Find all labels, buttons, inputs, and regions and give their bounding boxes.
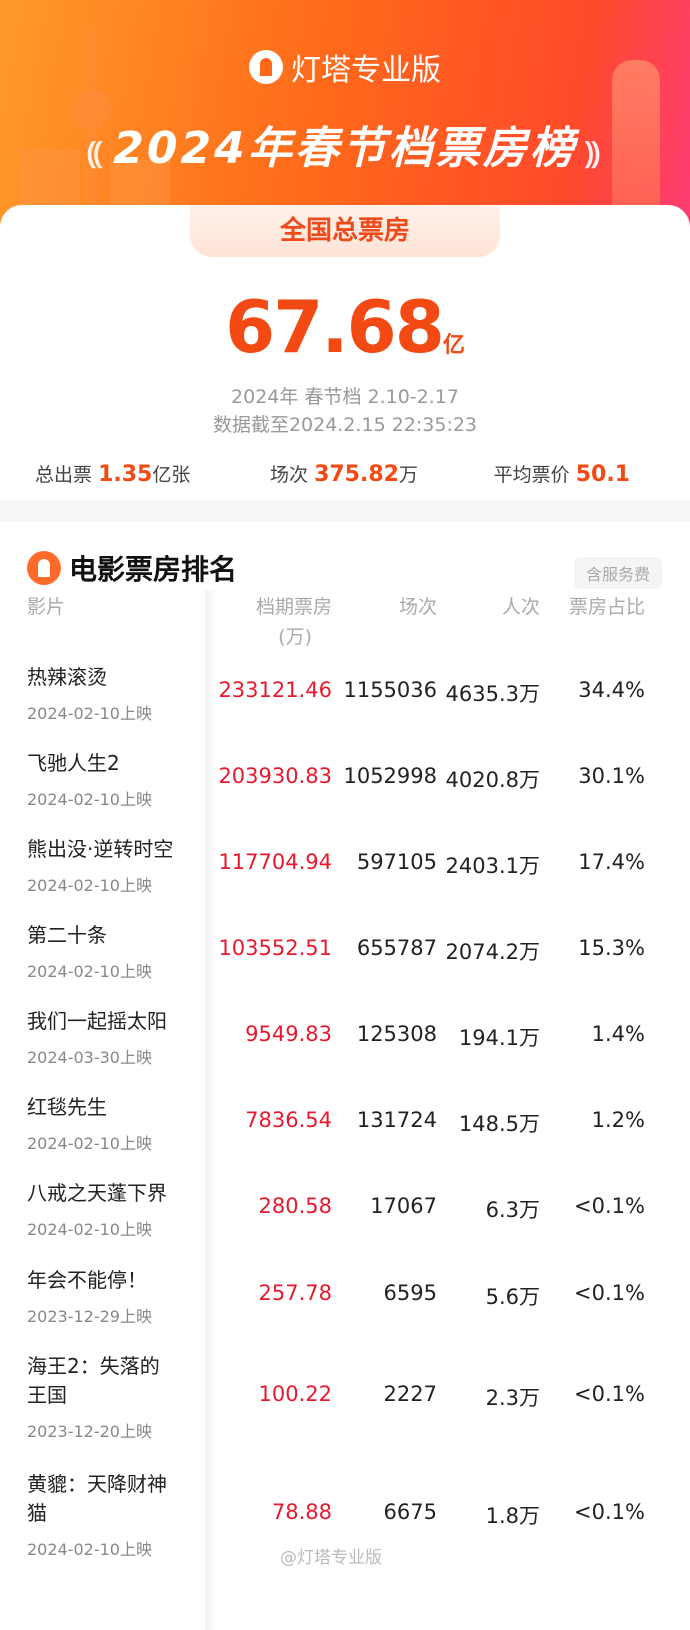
share: 30.1% bbox=[578, 764, 645, 788]
column-shadow bbox=[205, 590, 217, 1630]
people: 1.8万 bbox=[485, 1504, 540, 1528]
col-share[interactable]: 票房占比 bbox=[568, 596, 645, 618]
share: 1.4% bbox=[591, 1022, 645, 1046]
film-name: 熊出没·逆转时空 bbox=[27, 837, 174, 861]
laurel-left-icon: ⸨ bbox=[87, 136, 106, 171]
release-date: 2024-02-10上映 bbox=[27, 790, 152, 809]
divider bbox=[0, 500, 690, 522]
section-title-text: 电影票房排名 bbox=[69, 553, 238, 586]
laurel-right-icon: ⸩ bbox=[584, 136, 603, 171]
col-film: 影片 bbox=[27, 596, 66, 618]
col-box-office-unit: (万) bbox=[278, 626, 312, 648]
people: 194.1万 bbox=[458, 1026, 540, 1050]
lighthouse-logo-icon bbox=[27, 551, 61, 585]
people: 2.3万 bbox=[485, 1386, 540, 1410]
release-date: 2024-02-10上映 bbox=[27, 1134, 152, 1153]
share: 15.3% bbox=[578, 936, 645, 960]
share: 1.2% bbox=[591, 1108, 645, 1132]
shows: 1155036 bbox=[343, 678, 437, 702]
box-office: 203930.83 bbox=[218, 764, 332, 788]
shows: 597105 bbox=[356, 850, 437, 874]
stat-tickets: 总出票 1.35亿张 bbox=[35, 462, 191, 487]
shows: 6595 bbox=[383, 1281, 437, 1305]
col-box-office[interactable]: 档期票房 bbox=[255, 596, 332, 618]
city-tower-illustration bbox=[71, 30, 111, 260]
release-date: 2023-12-20上映 bbox=[27, 1422, 152, 1441]
shows: 6675 bbox=[383, 1500, 437, 1524]
share: 34.4% bbox=[578, 678, 645, 702]
film-name: 海王2：失落的王国 bbox=[27, 1354, 160, 1407]
people: 2403.1万 bbox=[445, 854, 540, 878]
shows: 125308 bbox=[356, 1022, 437, 1046]
people: 2074.2万 bbox=[445, 940, 540, 964]
people: 4020.8万 bbox=[445, 768, 540, 792]
film-name: 八戒之天蓬下界 bbox=[27, 1181, 167, 1205]
people: 5.6万 bbox=[485, 1285, 540, 1309]
tab-national-box-office: 全国总票房 bbox=[190, 205, 500, 257]
service-fee-badge[interactable]: 含服务费 bbox=[573, 557, 662, 589]
table-header: 影片 档期票房 (万) 场次 人次 票房占比 bbox=[0, 592, 690, 652]
box-office: 78.88 bbox=[271, 1500, 332, 1524]
release-date: 2024-02-10上映 bbox=[27, 704, 152, 723]
film-name: 热辣滚烫 bbox=[27, 665, 107, 689]
total-unit: 亿 bbox=[442, 333, 465, 358]
box-office: 257.78 bbox=[258, 1281, 332, 1305]
box-office: 103552.51 bbox=[218, 936, 332, 960]
col-people[interactable]: 人次 bbox=[501, 596, 540, 618]
updated-time: 数据截至2024.2.15 22:35:23 bbox=[212, 414, 478, 436]
stat-avg-price: 平均票价 50.1 bbox=[493, 462, 630, 487]
people: 6.3万 bbox=[485, 1198, 540, 1222]
brand-name: 灯塔专业版 bbox=[291, 53, 441, 88]
film-name: 年会不能停！ bbox=[27, 1268, 147, 1292]
release-date: 2024-02-10上映 bbox=[27, 1540, 152, 1559]
release-date: 2024-03-30上映 bbox=[27, 1048, 152, 1067]
title-text: 2024年春节档票房榜 bbox=[113, 123, 577, 174]
col-shows[interactable]: 场次 bbox=[398, 596, 437, 618]
box-office: 117704.94 bbox=[218, 850, 332, 874]
section-title: 电影票房排名 bbox=[27, 548, 237, 588]
period: 2024年 春节档 2.10-2.17 bbox=[231, 386, 459, 408]
film-name: 红毯先生 bbox=[27, 1095, 107, 1119]
share: <0.1% bbox=[574, 1382, 645, 1406]
total-value: 67.68 bbox=[225, 285, 445, 369]
share: 17.4% bbox=[578, 850, 645, 874]
box-office: 9549.83 bbox=[245, 1022, 332, 1046]
people: 148.5万 bbox=[458, 1112, 540, 1136]
release-date: 2024-02-10上映 bbox=[27, 962, 152, 981]
box-office: 233121.46 bbox=[218, 678, 332, 702]
total-box-office: 67.68亿 bbox=[0, 285, 690, 369]
share: <0.1% bbox=[574, 1281, 645, 1305]
watermark: @灯塔专业版 bbox=[280, 1548, 382, 1568]
brand: 灯塔专业版 bbox=[0, 45, 690, 89]
box-office: 100.22 bbox=[258, 1382, 332, 1406]
shows: 655787 bbox=[356, 936, 437, 960]
film-name: 第二十条 bbox=[27, 923, 107, 947]
box-office: 280.58 bbox=[258, 1194, 332, 1218]
film-name: 黄貔：天降财神猫 bbox=[27, 1472, 167, 1525]
release-date: 2024-02-10上映 bbox=[27, 876, 152, 895]
box-office: 7836.54 bbox=[245, 1108, 332, 1132]
stat-shows: 场次 375.82万 bbox=[270, 462, 418, 487]
share: <0.1% bbox=[574, 1500, 645, 1524]
people: 4635.3万 bbox=[445, 682, 540, 706]
shows: 1052998 bbox=[343, 764, 437, 788]
film-name: 飞驰人生2 bbox=[27, 751, 120, 775]
summary-card: 全国总票房 67.68亿 2024年 春节档 2.10-2.17 数据截至202… bbox=[0, 205, 690, 505]
release-date: 2023-12-29上映 bbox=[27, 1307, 152, 1326]
page-title: ⸨ 2024年春节档票房榜 ⸩ bbox=[0, 112, 690, 176]
shows: 131724 bbox=[356, 1108, 437, 1132]
film-name: 我们一起摇太阳 bbox=[27, 1009, 167, 1033]
lighthouse-logo-icon bbox=[249, 50, 283, 84]
shows: 2227 bbox=[383, 1382, 437, 1406]
share: <0.1% bbox=[574, 1194, 645, 1218]
shows: 17067 bbox=[370, 1194, 437, 1218]
release-date: 2024-02-10上映 bbox=[27, 1220, 152, 1239]
